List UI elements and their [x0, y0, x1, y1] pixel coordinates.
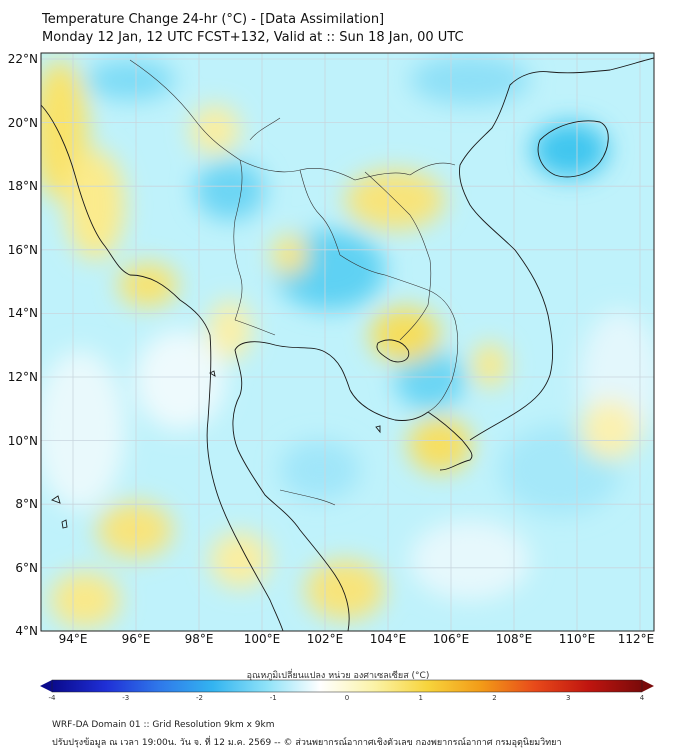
country-borders	[129, 59, 459, 506]
lat-label: 22°N	[7, 52, 38, 66]
warm-patch	[65, 150, 125, 260]
lat-label: 6°N	[15, 561, 38, 575]
colorbar-low-arrow	[40, 680, 52, 692]
lon-label: 102°E	[306, 632, 344, 646]
lat-label: 16°N	[7, 243, 38, 257]
lat-label: 12°N	[7, 370, 38, 384]
neutral-patch	[135, 330, 225, 430]
colorbar	[40, 679, 654, 693]
lon-label: 94°E	[58, 632, 88, 646]
chart-title: Temperature Change 24-hr (°C) - [Data As…	[42, 12, 385, 27]
colorbar-bar	[52, 680, 642, 692]
warm-patch	[118, 263, 178, 307]
warm-patch	[190, 105, 240, 155]
warm-patch	[580, 400, 640, 460]
lon-label: 100°E	[243, 632, 281, 646]
colorbar-tick-label: 1	[418, 694, 423, 702]
colorbar-tick-label: 2	[492, 694, 497, 702]
lat-label: 8°N	[15, 497, 38, 511]
warm-patch	[50, 572, 120, 628]
lon-label: 108°E	[495, 632, 533, 646]
colorbar-high-arrow	[642, 680, 654, 692]
temperature-field	[41, 55, 654, 628]
lat-label: 10°N	[7, 434, 38, 448]
warm-patch	[305, 560, 385, 620]
cool-patch	[85, 60, 175, 100]
cool-patch	[532, 122, 608, 178]
colorbar-tick-label: 0	[344, 694, 350, 702]
colorbar-tick-label: -2	[196, 694, 203, 702]
colorbar-tick-label: 4	[639, 694, 645, 702]
neutral-patch	[41, 350, 125, 510]
lon-label: 104°E	[369, 632, 407, 646]
cool-patch	[395, 350, 465, 410]
warm-patch	[472, 343, 508, 387]
colorbar-tick-label: -1	[269, 694, 277, 702]
warm-patch	[408, 417, 472, 473]
footer-model-info: WRF-DA Domain 01 :: Grid Resolution 9km …	[52, 720, 275, 730]
warm-patch	[272, 235, 308, 275]
footer-credits: ปรับปรุงข้อมูล ณ เวลา 19:00น. วัน จ. ที่…	[52, 738, 562, 748]
colorbar-title: อุณหภูมิเปลี่ยนแปลง หน่วย องศาเซลเซียส (…	[246, 671, 430, 681]
colorbar-tick-label: 3	[566, 694, 571, 702]
lat-label: 14°N	[7, 306, 38, 320]
colorbar-border	[51, 679, 643, 693]
lon-label: 110°E	[558, 632, 596, 646]
lon-label: 112°E	[617, 632, 655, 646]
lat-label: 4°N	[15, 624, 38, 638]
cool-patch	[195, 160, 265, 220]
lat-label: 18°N	[7, 179, 38, 193]
lon-label: 98°E	[184, 632, 214, 646]
neutral-patch	[410, 520, 530, 600]
colorbar-tick-label: -4	[48, 694, 56, 702]
warm-patch	[97, 502, 173, 558]
coastlines	[41, 57, 654, 631]
cool-patch	[280, 440, 360, 500]
map-frame	[40, 52, 655, 632]
lat-label: 20°N	[7, 116, 38, 130]
lon-label: 106°E	[432, 632, 470, 646]
lon-label: 96°E	[121, 632, 151, 646]
colorbar-tick-label: -3	[122, 694, 130, 702]
chart-subtitle: Monday 12 Jan, 12 UTC FCST+132, Valid at…	[42, 30, 464, 45]
cool-patch	[410, 55, 530, 105]
warm-patch	[208, 300, 252, 360]
graticule	[41, 53, 654, 631]
warm-patch	[210, 532, 270, 588]
